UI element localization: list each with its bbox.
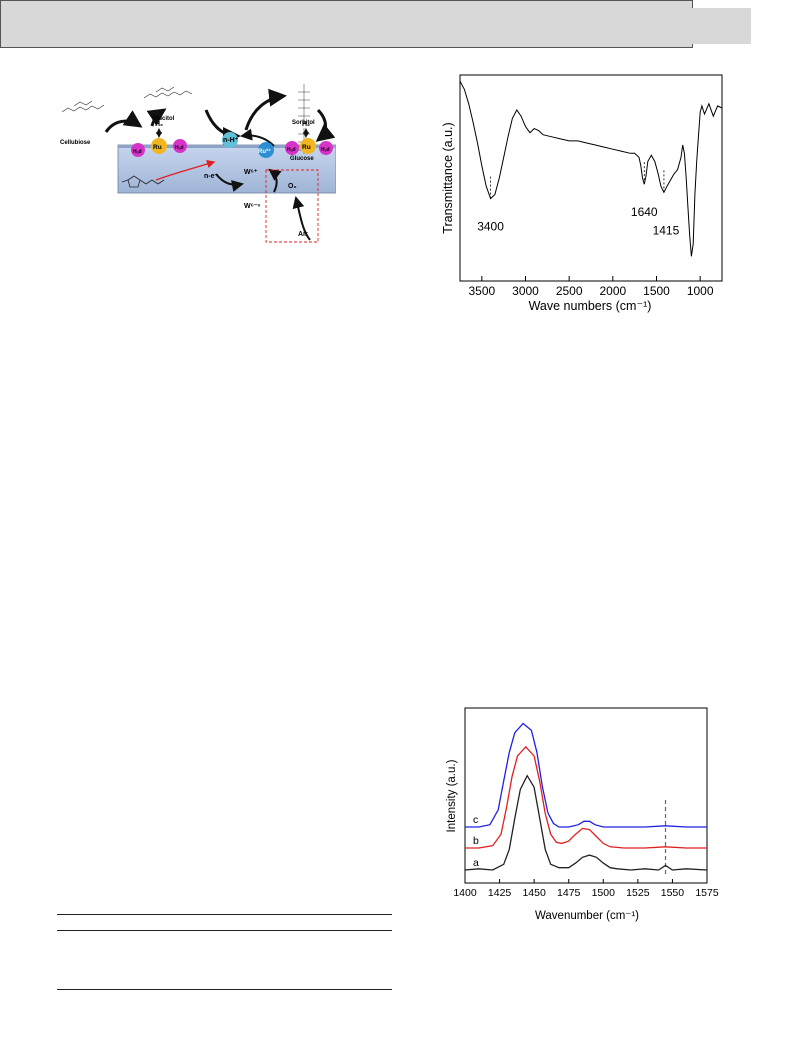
h2-label-left: H₂ (155, 121, 163, 128)
ftir-x-tick-label: 3000 (512, 284, 539, 298)
raman-series-c (465, 722, 707, 828)
ftir-annotation-label: 1415 (653, 223, 680, 237)
h2-label-right: H₂ (302, 121, 310, 128)
catalyst-support (117, 144, 336, 194)
ftir-x-tick-label: 1000 (687, 284, 714, 298)
raman-series-b (465, 745, 707, 849)
air-region-box (265, 169, 319, 243)
raman-chart: 1400 1425 1450 1475 1500 1525 1550 1575 abc Wav… (446, 707, 719, 922)
ru3-label: Ru³⁺ (258, 148, 271, 155)
raman-x-tick-label: 1500 (592, 887, 616, 899)
ftir-annotation-label: 1640 (631, 205, 658, 219)
ftir-x-tick-label: 2000 (599, 284, 626, 298)
h-ad-atom (285, 141, 299, 155)
page-header-bar (58, 8, 751, 44)
w6n-label: W⁶⁻ⁿ (244, 203, 261, 210)
raman-x-tick-label: 1400 (453, 887, 477, 899)
ftir-series-line (459, 80, 723, 257)
raman-series-a (464, 774, 708, 871)
ftir-x-tick-label: 2500 (556, 284, 583, 298)
raman-x-tick-label: 1550 (661, 887, 685, 899)
ftir-x-tick-label: 1500 (643, 284, 670, 298)
ftir-x-axis-label: Wave numbers (cm⁻¹) (529, 299, 652, 313)
raman-series-label: a (473, 857, 479, 869)
electron-label: n-e⁻ (204, 173, 219, 180)
proton-label: n-H⁺ (223, 137, 239, 144)
o2-label: O₂ (288, 183, 297, 190)
ru-atom (151, 138, 167, 154)
h-ad-atom (173, 139, 187, 153)
h-ad-atom (319, 141, 333, 155)
table-rule-middle (57, 930, 392, 931)
table-rule-bottom (57, 989, 392, 990)
table-rule-top (57, 914, 392, 915)
ionic-liquid-molecule (121, 175, 165, 188)
raman-x-tick-label: 1450 (522, 887, 546, 899)
raman-series-label: b (473, 835, 479, 847)
glucitol-label: Glucitol (152, 116, 175, 122)
ru3-atom (258, 142, 274, 158)
h-ad-atom (131, 143, 145, 157)
ftir-chart: 3500 3000 2500 2000 1500 1000 3400 1640 1415 Wa… (441, 74, 723, 313)
air-label: Air (298, 231, 308, 238)
raman-y-axis-label: Intensity (a.u.) (446, 759, 458, 832)
glucose-label: Glucose (290, 156, 314, 162)
raman-x-tick-label: 1425 (488, 887, 512, 899)
raman-series-label: c (473, 814, 478, 826)
ftir-x-tick-label: 3500 (468, 284, 495, 298)
raman-x-tick-label: 1575 (695, 887, 719, 899)
h-ad-label: Hₐd (287, 147, 296, 153)
raman-x-tick-label: 1525 (626, 887, 650, 899)
h-ad-label: Hₐd (175, 145, 184, 151)
ftir-annotation-label: 3400 (477, 220, 504, 234)
cellubiose-molecule (61, 100, 105, 113)
h-ad-label: Hₐd (133, 149, 142, 155)
raman-x-tick-label: 1475 (557, 887, 581, 899)
proton-ball (222, 132, 238, 148)
raman-plot-frame (464, 707, 708, 884)
glucitol-molecule (143, 86, 193, 99)
reaction-scheme: Cellubiose Glucitol Sorbitol Glucose H₂ … (60, 84, 336, 243)
sorbitol-label: Sorbitol (292, 120, 315, 126)
cellubiose-label: Cellubiose (60, 140, 91, 146)
raman-x-axis-label: Wavenumber (cm⁻¹) (535, 910, 639, 922)
h-ad-label: Hₐd (321, 147, 330, 153)
ru-atom (300, 138, 316, 154)
ftir-plot-frame (459, 74, 723, 282)
w6-label: W⁶⁺ (244, 169, 258, 176)
ru-label-left: Ru (153, 144, 162, 151)
ftir-y-axis-label: Transmittance (a.u.) (441, 122, 455, 233)
ru-label-right: Ru (302, 144, 311, 151)
